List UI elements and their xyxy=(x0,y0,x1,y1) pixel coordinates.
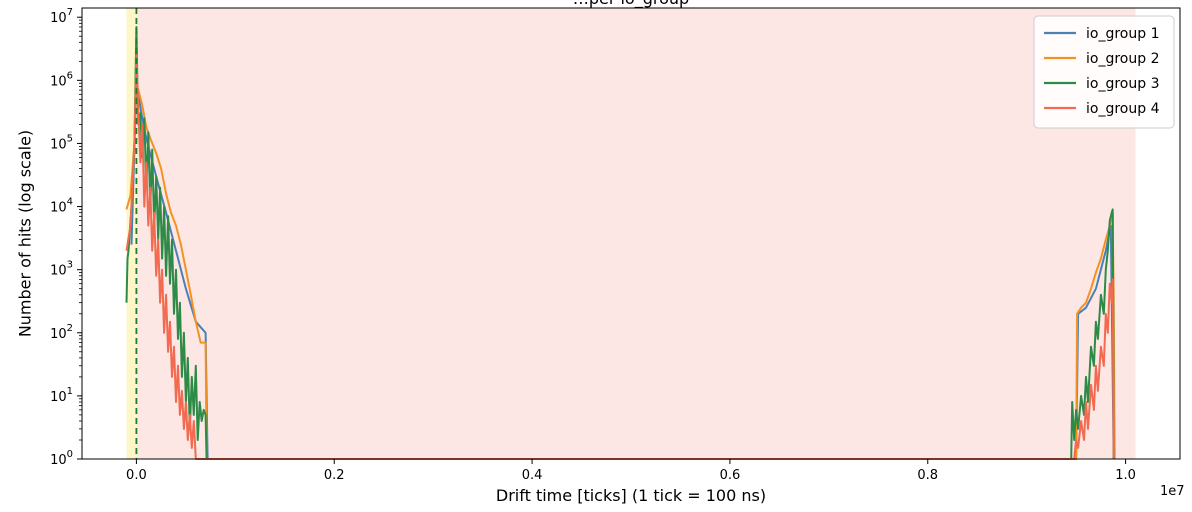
y-tick-label: 105 xyxy=(50,133,73,152)
legend-box xyxy=(1033,15,1175,129)
x-tick-label: 0.0 xyxy=(126,468,147,483)
series-lines xyxy=(125,26,1116,460)
y-axis-ticks: 100 101 102 103 104 105 106 107 xyxy=(50,7,82,468)
x-tick-label: 0.2 xyxy=(324,468,345,483)
legend-label: io_group 1 xyxy=(1086,26,1159,42)
series-line-4 xyxy=(125,54,1115,460)
y-tick-label: 104 xyxy=(50,197,73,216)
x-tick-label: 0.8 xyxy=(917,468,938,483)
legend-label: io_group 4 xyxy=(1086,101,1160,117)
shaded-region-0 xyxy=(82,8,127,459)
y-tick-label: 100 xyxy=(50,449,73,468)
shaded-regions xyxy=(82,8,1136,459)
y-tick-label: 106 xyxy=(50,70,73,89)
x-axis-ticks: 0.0 0.2 0.4 0.6 0.8 1.0 xyxy=(126,459,1136,483)
y-tick-label: 101 xyxy=(50,386,73,405)
y-tick-label: 103 xyxy=(50,260,73,279)
x-tick-label: 0.4 xyxy=(522,468,543,483)
shaded-region-2 xyxy=(136,8,1136,459)
y-tick-label: 107 xyxy=(50,7,73,26)
series-line-2 xyxy=(125,82,1116,460)
y-tick-label: 102 xyxy=(50,323,73,342)
plot-frame xyxy=(81,7,1181,460)
legend: io_group 1 io_group 2 io_group 3 io_group 4 xyxy=(1033,15,1175,129)
y-axis-title: Number of hits (log scale) xyxy=(16,130,35,337)
chart-title: …per io_group xyxy=(573,0,689,9)
legend-label: io_group 3 xyxy=(1086,76,1159,92)
x-axis-title: Drift time [ticks] (1 tick = 100 ns) xyxy=(496,486,766,505)
x-tick-label: 1.0 xyxy=(1115,468,1136,483)
x-tick-label: 0.6 xyxy=(720,468,741,483)
legend-label: io_group 2 xyxy=(1086,51,1159,67)
x-axis-offset-label: 1e7 xyxy=(1160,484,1185,499)
